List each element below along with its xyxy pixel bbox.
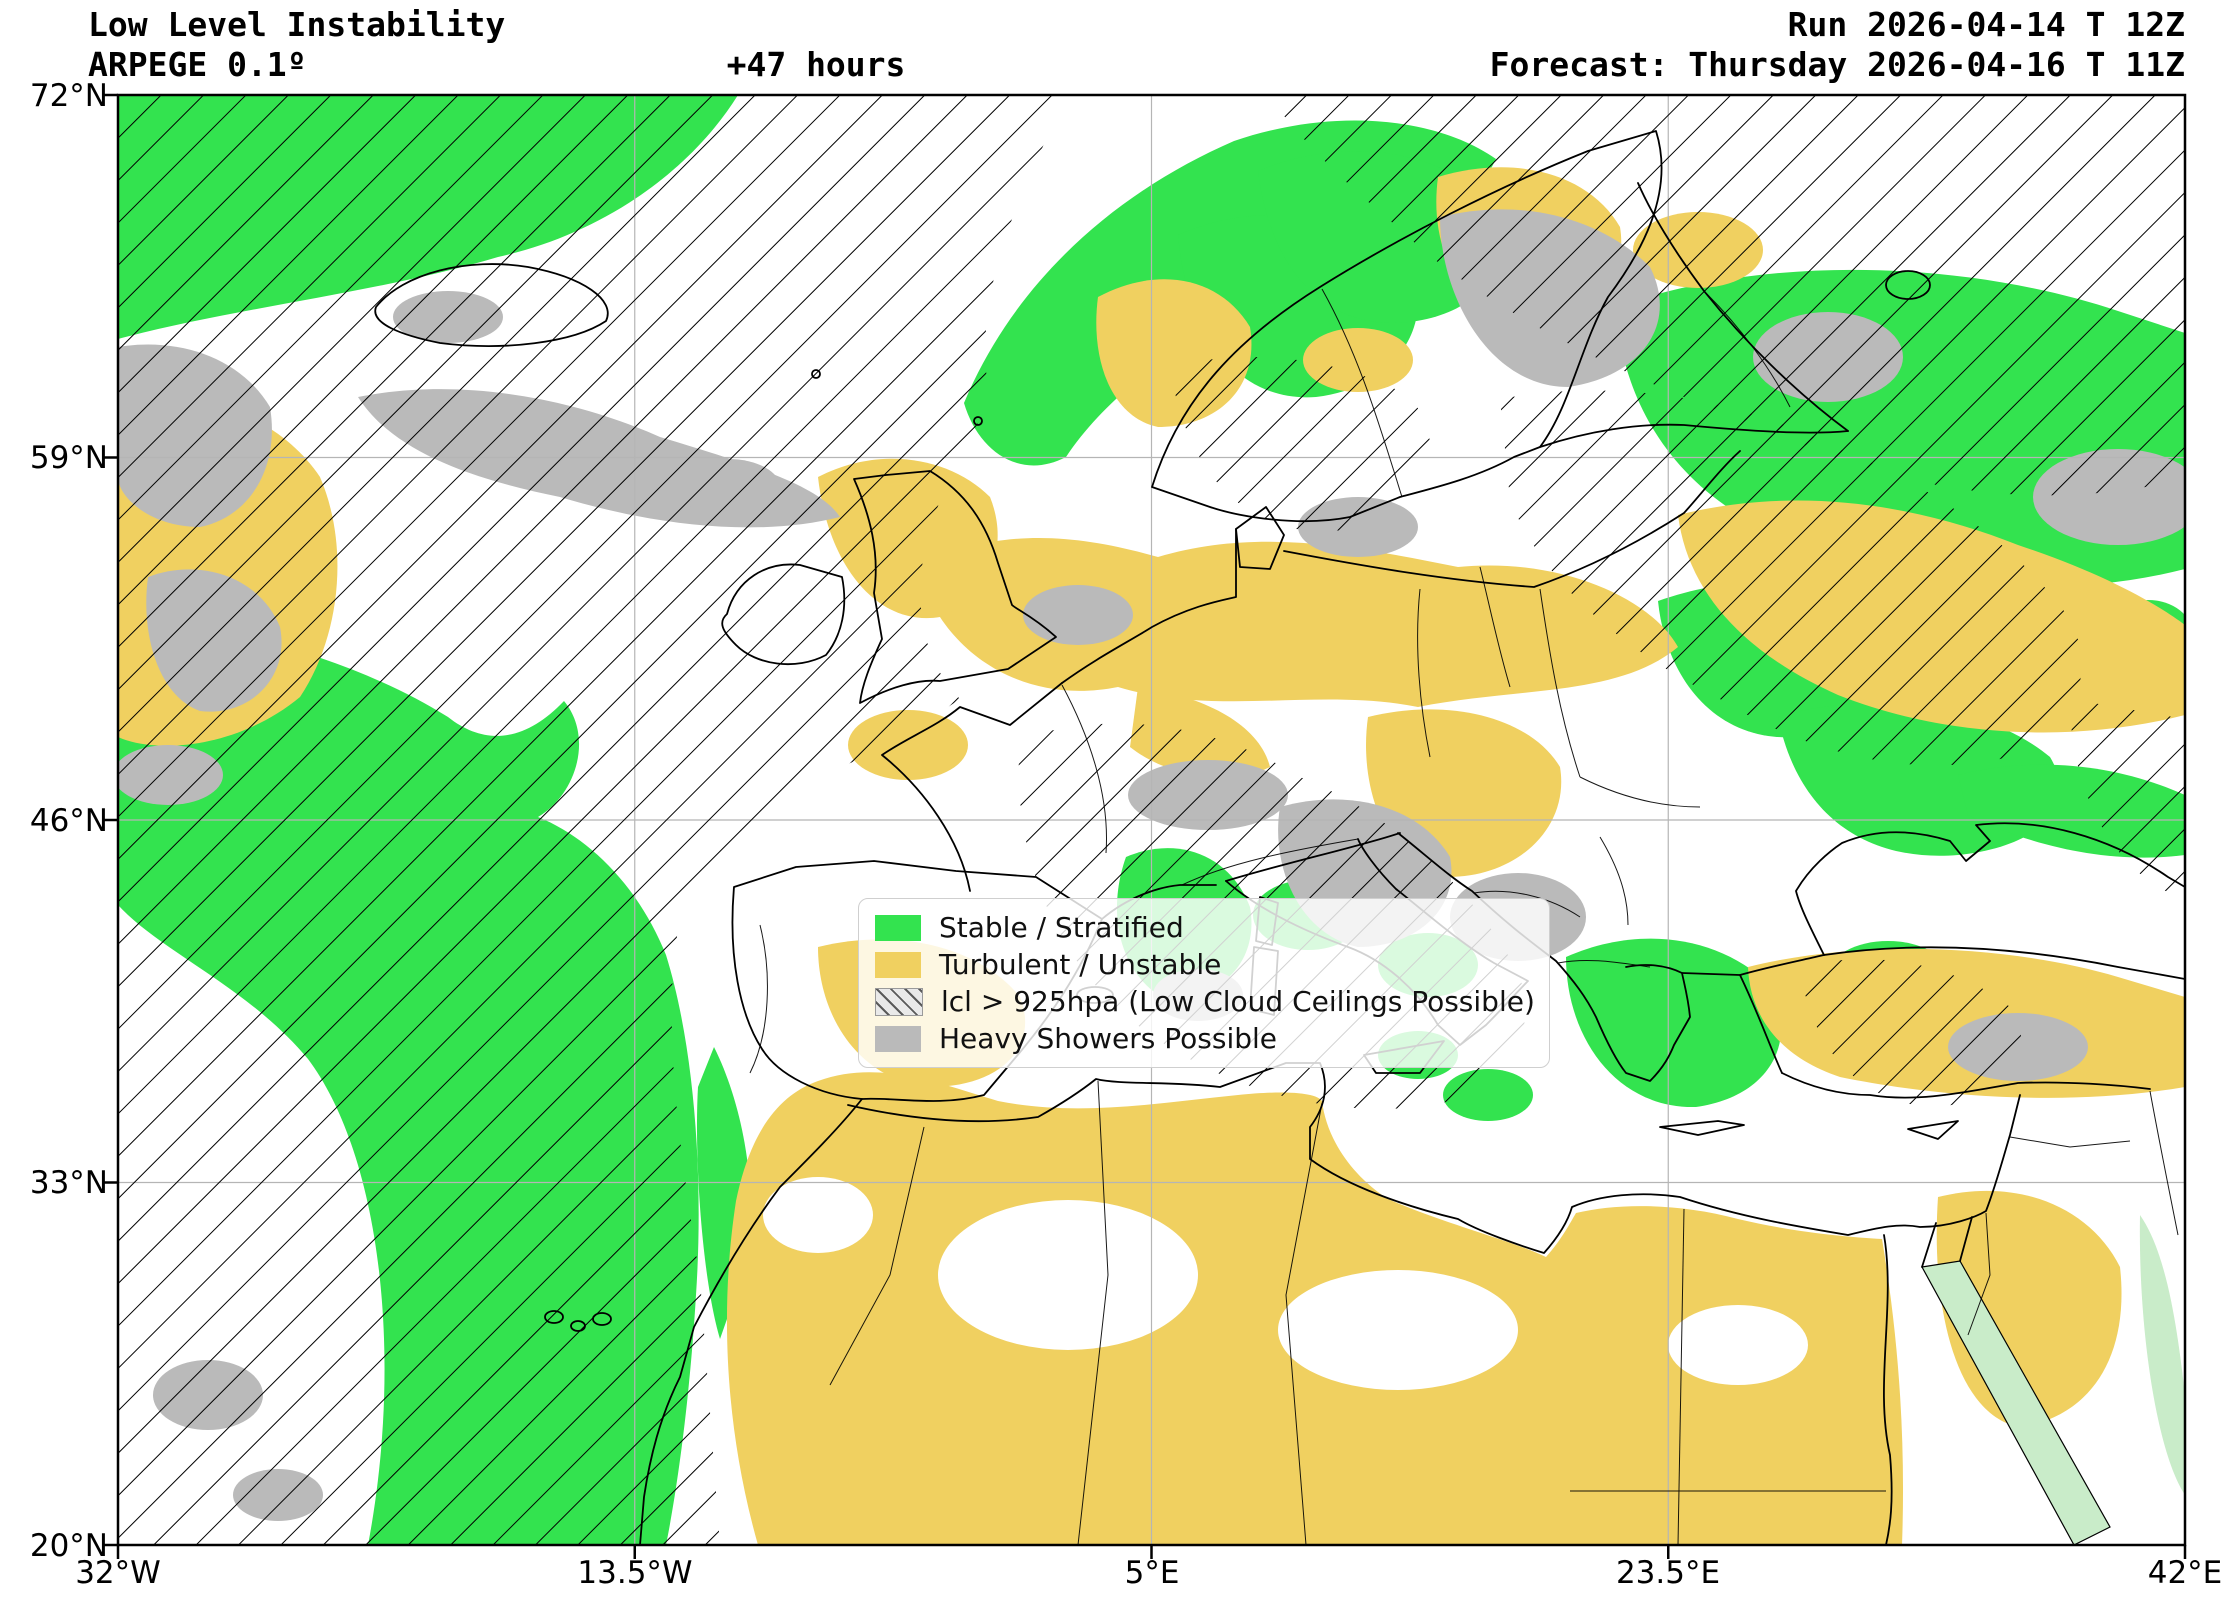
- legend-swatch-showers: [875, 1025, 921, 1052]
- valid-time-label: Forecast: Thursday 2026-04-16 T 11Z: [1489, 45, 2185, 84]
- legend-item-lcl: lcl > 925hpa (Low Cloud Ceilings Possibl…: [875, 983, 1535, 1020]
- legend-swatch-stable: [875, 914, 921, 941]
- map-area: [104, 93, 2187, 1559]
- legend-label-showers: Heavy Showers Possible: [939, 1022, 1278, 1055]
- lon-tick-5e: 5°E: [1124, 1555, 1180, 1591]
- country-borders: [749, 288, 2179, 1545]
- lat-tick-72n: 72°N: [29, 78, 108, 114]
- legend-label-lcl: lcl > 925hpa (Low Cloud Ceilings Possibl…: [941, 985, 1535, 1018]
- lon-tick-23-5e: 23.5°E: [1615, 1555, 1721, 1591]
- legend-swatch-turbulent: [875, 951, 921, 978]
- lat-tick-20n: 20°N: [29, 1528, 108, 1564]
- chart-title: Low Level Instability: [88, 5, 506, 44]
- run-label: Run 2026-04-14 T 12Z: [1787, 5, 2185, 44]
- legend-item-showers: Heavy Showers Possible: [875, 1020, 1533, 1057]
- lead-time-label: +47 hours: [726, 45, 906, 84]
- sahara-clear-gaps: [763, 1177, 1808, 1390]
- map-canvas: [104, 93, 2187, 1559]
- legend-item-turbulent: Turbulent / Unstable: [875, 946, 1533, 983]
- lat-tick-33n: 33°N: [29, 1165, 108, 1201]
- lon-tick-13-5w: 13.5°W: [577, 1555, 693, 1591]
- legend-swatch-lcl-hatch: [875, 987, 923, 1016]
- lat-tick-59n: 59°N: [29, 440, 108, 476]
- model-label: ARPEGE 0.1º: [88, 45, 307, 84]
- map-frame: [104, 93, 2187, 1559]
- coastlines: [374, 130, 2185, 1545]
- legend-label-turbulent: Turbulent / Unstable: [939, 948, 1222, 981]
- legend: Stable / Stratified Turbulent / Unstable…: [858, 898, 1550, 1068]
- legend-label-stable: Stable / Stratified: [939, 911, 1184, 944]
- lon-tick-42e: 42°E: [2147, 1555, 2223, 1591]
- lat-tick-46n: 46°N: [29, 803, 108, 839]
- legend-item-stable: Stable / Stratified: [875, 909, 1533, 946]
- lon-tick-32w: 32°W: [75, 1555, 161, 1591]
